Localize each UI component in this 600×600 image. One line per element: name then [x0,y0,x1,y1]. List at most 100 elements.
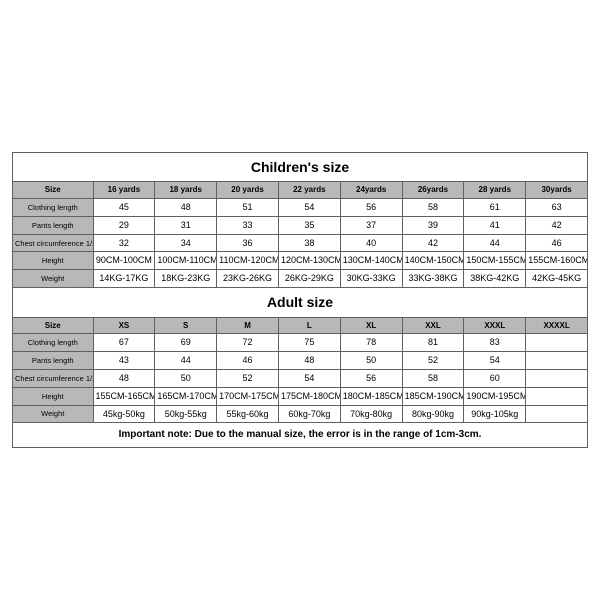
adult-row-1-cell-6: 54 [464,352,526,370]
children-header-col-4: 22 yards [278,182,340,199]
children-header-col-6: 26yards [402,182,464,199]
adult-row-3-cell-0: 155CM-165CM [93,387,155,405]
size-table: Children's sizeSize16 yards18 yards20 ya… [12,152,588,449]
children-row-0-cell-3: 54 [278,199,340,217]
children-row-2-cell-4: 40 [340,234,402,252]
children-row-2-cell-1: 34 [155,234,217,252]
adult-row-0-label: Clothing length [13,334,94,352]
table-row: Chest circumference 1/23234363840424446 [13,234,588,252]
children-header-col-7: 28 yards [464,182,526,199]
adult-header-col-3: M [217,317,279,334]
children-row-4-cell-1: 18KG-23KG [155,270,217,288]
adult-row-2-cell-0: 48 [93,369,155,387]
adult-row-1-cell-1: 44 [155,352,217,370]
adult-row-4-cell-1: 50kg-55kg [155,405,217,423]
children-row-3-cell-1: 100CM-110CM [155,252,217,270]
children-row-2-cell-3: 38 [278,234,340,252]
children-title: Children's size [13,152,588,182]
table-row: Pants length43444648505254 [13,352,588,370]
children-row-1-cell-3: 35 [278,216,340,234]
children-header-col-8: 30yards [526,182,588,199]
adult-row-4-cell-4: 70kg-80kg [340,405,402,423]
adult-title: Adult size [13,288,588,318]
children-row-0-cell-7: 63 [526,199,588,217]
children-row-1-cell-4: 37 [340,216,402,234]
children-row-4-cell-6: 38KG-42KG [464,270,526,288]
adult-row-1-cell-5: 52 [402,352,464,370]
children-row-1-cell-7: 42 [526,216,588,234]
adult-row-2-cell-7 [526,369,588,387]
important-note: Important note: Due to the manual size, … [13,423,588,448]
table-row: Height90CM-100CM100CM-110CM110CM-120CM12… [13,252,588,270]
children-row-3-cell-3: 120CM-130CM [278,252,340,270]
adult-row-4-cell-2: 55kg-60kg [217,405,279,423]
children-row-4-cell-2: 23KG-26KG [217,270,279,288]
children-row-3-label: Height [13,252,94,270]
children-row-2-cell-2: 36 [217,234,279,252]
adult-row-0-cell-0: 67 [93,334,155,352]
table-row: Chest circumference 1/248505254565860 [13,369,588,387]
children-header-col-3: 20 yards [217,182,279,199]
adult-row-2-cell-6: 60 [464,369,526,387]
children-row-1-cell-5: 39 [402,216,464,234]
adult-row-1-cell-3: 48 [278,352,340,370]
adult-header-col-2: S [155,317,217,334]
children-row-3-cell-2: 110CM-120CM [217,252,279,270]
children-header-col-2: 18 yards [155,182,217,199]
children-row-4-label: Weight [13,270,94,288]
adult-row-0-cell-7 [526,334,588,352]
adult-row-2-cell-2: 52 [217,369,279,387]
children-row-3-cell-4: 130CM-140CM [340,252,402,270]
children-row-2-cell-5: 42 [402,234,464,252]
adult-row-2-cell-5: 58 [402,369,464,387]
adult-row-4-cell-5: 80kg-90kg [402,405,464,423]
children-header-col-1: 16 yards [93,182,155,199]
adult-header-col-4: L [278,317,340,334]
adult-row-0-cell-5: 81 [402,334,464,352]
children-row-0-cell-1: 48 [155,199,217,217]
children-row-3-cell-0: 90CM-100CM [93,252,155,270]
adult-row-4-label: Weight [13,405,94,423]
adult-row-1-cell-2: 46 [217,352,279,370]
adult-row-2-label: Chest circumference 1/2 [13,369,94,387]
adult-row-4-cell-7 [526,405,588,423]
children-row-0-cell-6: 61 [464,199,526,217]
adult-row-3-cell-3: 175CM-180CM [278,387,340,405]
adult-row-3-cell-4: 180CM-185CM [340,387,402,405]
children-row-1-cell-0: 29 [93,216,155,234]
adult-row-0-cell-1: 69 [155,334,217,352]
children-header-col-5: 24yards [340,182,402,199]
adult-header-col-0: Size [13,317,94,334]
adult-row-1-label: Pants length [13,352,94,370]
table-row: Weight45kg-50kg50kg-55kg55kg-60kg60kg-70… [13,405,588,423]
adult-header-col-8: XXXXL [526,317,588,334]
children-row-4-cell-0: 14KG-17KG [93,270,155,288]
children-row-2-cell-0: 32 [93,234,155,252]
children-row-2-label: Chest circumference 1/2 [13,234,94,252]
adult-header-col-6: XXL [402,317,464,334]
children-row-1-cell-2: 33 [217,216,279,234]
table-row: Weight14KG-17KG18KG-23KG23KG-26KG26KG-29… [13,270,588,288]
children-row-3-cell-5: 140CM-150CM [402,252,464,270]
adult-row-3-cell-1: 165CM-170CM [155,387,217,405]
adult-row-0-cell-4: 78 [340,334,402,352]
adult-row-1-cell-0: 43 [93,352,155,370]
adult-row-1-cell-7 [526,352,588,370]
children-row-1-label: Pants length [13,216,94,234]
children-row-1-cell-6: 41 [464,216,526,234]
children-row-2-cell-6: 44 [464,234,526,252]
children-row-1-cell-1: 31 [155,216,217,234]
adult-row-0-cell-2: 72 [217,334,279,352]
children-row-0-cell-2: 51 [217,199,279,217]
adult-row-2-cell-1: 50 [155,369,217,387]
children-row-2-cell-7: 46 [526,234,588,252]
adult-row-3-label: Height [13,387,94,405]
adult-header-col-7: XXXL [464,317,526,334]
adult-row-3-cell-5: 185CM-190CM [402,387,464,405]
children-row-0-cell-0: 45 [93,199,155,217]
children-row-4-cell-3: 26KG-29KG [278,270,340,288]
adult-row-0-cell-3: 75 [278,334,340,352]
children-header-col-0: Size [13,182,94,199]
table-row: Height155CM-165CM165CM-170CM170CM-175CM1… [13,387,588,405]
children-row-4-cell-4: 30KG-33KG [340,270,402,288]
